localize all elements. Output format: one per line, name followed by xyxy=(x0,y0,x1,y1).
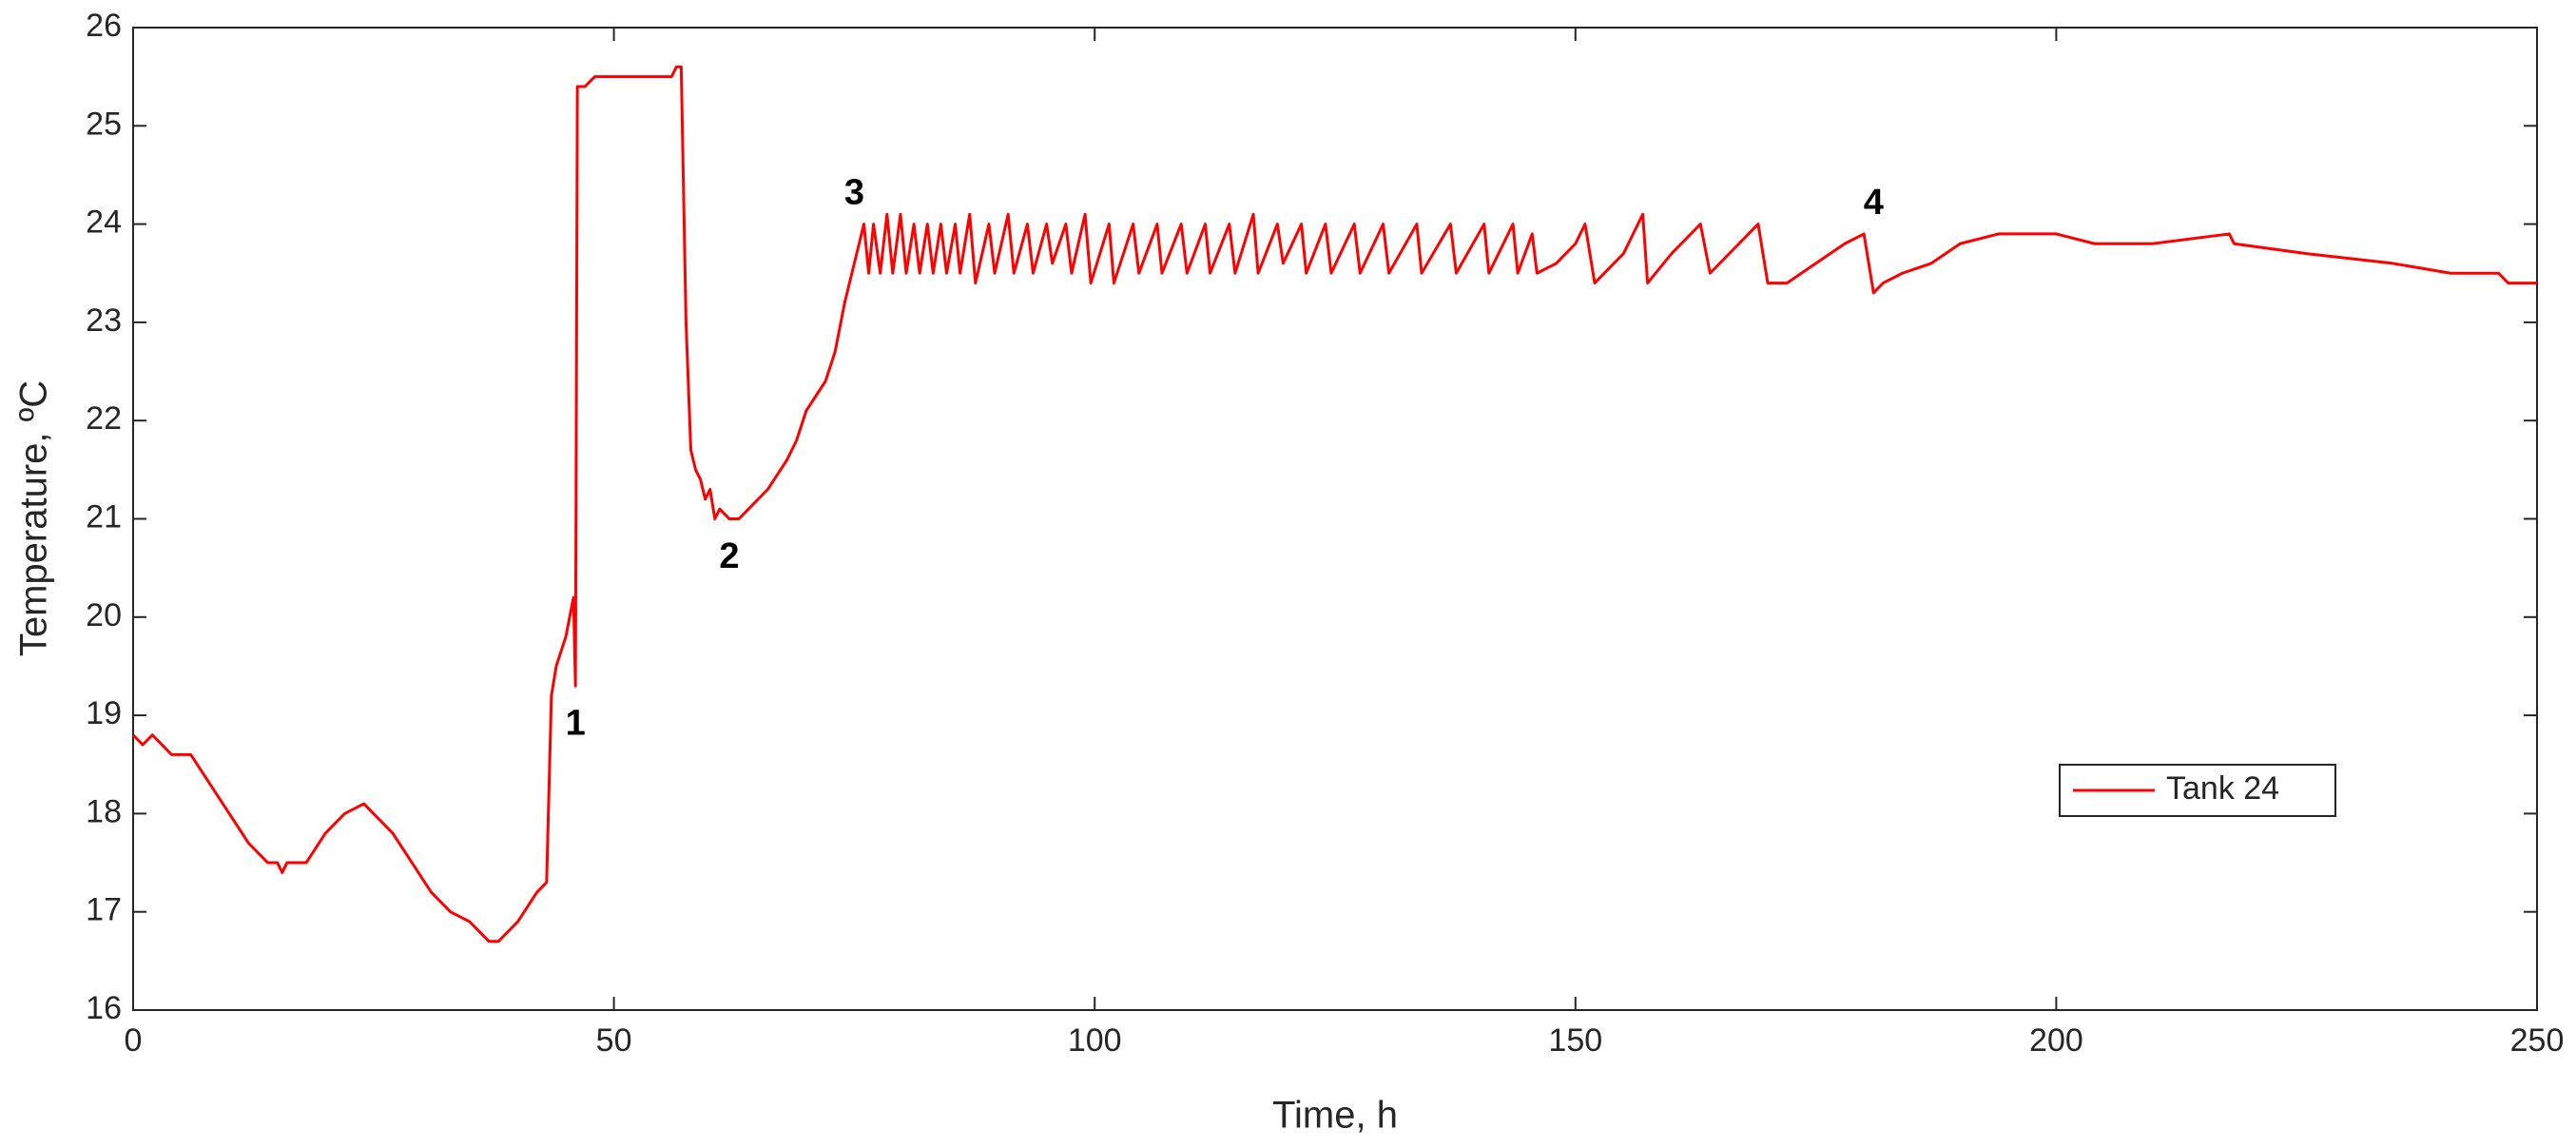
y-tick-label: 24 xyxy=(86,204,122,241)
y-tick-label: 26 xyxy=(86,8,122,44)
x-tick-label: 100 xyxy=(1068,1022,1122,1059)
x-tick-label: 0 xyxy=(125,1022,143,1059)
y-tick-label: 17 xyxy=(86,892,122,928)
x-tick-label: 150 xyxy=(1548,1022,1602,1059)
annotation: 3 xyxy=(844,173,864,213)
legend-label: Tank 24 xyxy=(2166,770,2279,807)
y-tick-label: 22 xyxy=(86,400,122,437)
y-tick-label: 16 xyxy=(86,990,122,1026)
y-tick-label: 19 xyxy=(86,695,122,731)
annotation: 2 xyxy=(719,536,739,576)
y-tick-label: 23 xyxy=(86,302,122,339)
y-tick-label: 25 xyxy=(86,106,122,142)
y-tick-label: 20 xyxy=(86,597,122,633)
plot-frame xyxy=(132,27,2538,1011)
annotation: 1 xyxy=(566,703,586,743)
data-line xyxy=(131,65,2537,944)
annotation: 4 xyxy=(1864,183,1884,223)
x-tick-label: 200 xyxy=(2029,1022,2083,1059)
y-tick-label: 21 xyxy=(86,498,122,535)
x-tick-label: 50 xyxy=(596,1022,632,1059)
y-tick-label: 18 xyxy=(86,793,122,829)
y-axis-label: Temperature, ºC xyxy=(13,380,55,656)
x-axis-label: Time, h xyxy=(1272,1095,1398,1137)
x-tick-label: 250 xyxy=(2510,1022,2565,1059)
